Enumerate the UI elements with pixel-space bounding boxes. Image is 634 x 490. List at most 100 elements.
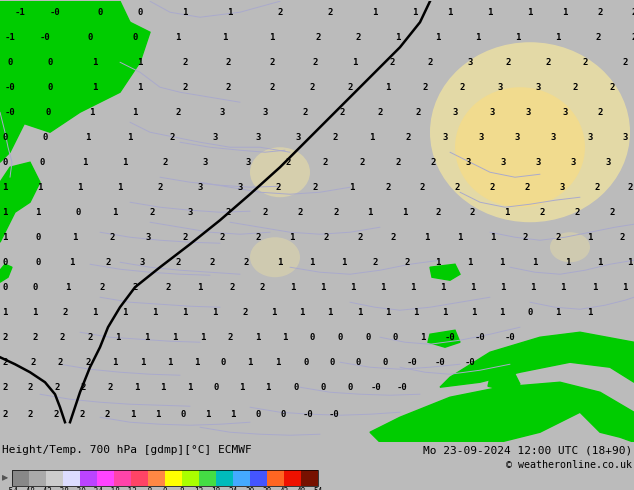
Text: 3: 3 [465, 158, 470, 167]
Text: 1: 1 [320, 283, 326, 292]
Text: 2: 2 [522, 233, 527, 242]
Text: 0: 0 [39, 158, 44, 167]
Text: 2: 2 [627, 183, 633, 192]
Text: 0: 0 [365, 333, 371, 342]
Text: 2: 2 [228, 333, 233, 342]
Text: 1: 1 [555, 308, 560, 317]
Text: 3: 3 [467, 58, 473, 67]
Text: 2: 2 [165, 283, 171, 292]
Text: 2: 2 [427, 58, 432, 67]
Polygon shape [428, 330, 460, 347]
Text: 1: 1 [167, 358, 172, 367]
Bar [12, 470, 318, 486]
Text: 1: 1 [289, 233, 295, 242]
Text: 1: 1 [122, 158, 127, 167]
Text: 0: 0 [303, 358, 309, 367]
Text: 42: 42 [280, 488, 288, 490]
Text: 3: 3 [452, 108, 458, 117]
Text: 0: 0 [180, 410, 186, 419]
Text: 1: 1 [277, 258, 283, 267]
Text: 2: 2 [86, 358, 91, 367]
Text: 1: 1 [424, 233, 430, 242]
Text: 2: 2 [269, 83, 275, 92]
Text: 2: 2 [285, 158, 290, 167]
Text: 3: 3 [212, 133, 217, 142]
Text: 0: 0 [337, 333, 343, 342]
Text: 1: 1 [420, 333, 425, 342]
Text: 3: 3 [497, 83, 503, 92]
Text: -0: -0 [505, 333, 515, 342]
Polygon shape [0, 1, 90, 72]
Text: 1: 1 [122, 308, 127, 317]
Text: 2: 2 [631, 33, 634, 42]
Text: 1: 1 [230, 410, 236, 419]
Text: 1: 1 [133, 108, 138, 117]
Text: 2: 2 [347, 83, 353, 92]
Text: 2: 2 [332, 133, 338, 142]
Text: 0: 0 [213, 383, 219, 392]
Text: 1: 1 [587, 308, 593, 317]
Text: 1: 1 [176, 33, 181, 42]
Text: -0: -0 [406, 358, 417, 367]
Text: 2: 2 [555, 233, 560, 242]
Text: 3: 3 [605, 158, 611, 167]
Text: 2: 2 [176, 108, 181, 117]
Text: 0: 0 [75, 208, 81, 217]
Text: 1: 1 [410, 283, 416, 292]
Text: 0: 0 [8, 58, 13, 67]
Text: 1: 1 [500, 258, 505, 267]
Text: Mo 23-09-2024 12:00 UTC (18+90): Mo 23-09-2024 12:00 UTC (18+90) [423, 445, 632, 456]
Text: 3: 3 [587, 133, 593, 142]
Text: 1: 1 [112, 208, 118, 217]
Text: 2: 2 [359, 158, 365, 167]
Text: 1: 1 [200, 333, 205, 342]
Text: 1: 1 [134, 383, 139, 392]
Text: 2: 2 [573, 83, 578, 92]
Text: 2: 2 [150, 208, 155, 217]
Text: 1: 1 [269, 33, 275, 42]
Text: 2: 2 [100, 283, 105, 292]
Text: 1: 1 [117, 183, 123, 192]
Text: 1: 1 [627, 258, 633, 267]
Text: 1: 1 [471, 308, 477, 317]
Text: 0: 0 [329, 358, 335, 367]
Text: 1: 1 [592, 283, 598, 292]
Text: 1: 1 [282, 333, 288, 342]
Text: 1: 1 [370, 133, 375, 142]
Text: 1: 1 [457, 233, 463, 242]
Text: 48: 48 [296, 488, 306, 490]
Text: -0: -0 [4, 108, 15, 117]
Text: 0: 0 [163, 488, 167, 490]
Text: 2: 2 [358, 233, 363, 242]
Text: 3: 3 [514, 133, 520, 142]
Text: -1: -1 [4, 33, 15, 42]
Text: 3: 3 [478, 133, 484, 142]
Text: 1: 1 [69, 258, 75, 267]
Text: 2: 2 [183, 58, 188, 67]
Text: 1: 1 [36, 208, 41, 217]
Text: 0: 0 [138, 8, 143, 17]
Text: 1: 1 [145, 333, 150, 342]
Text: 1: 1 [93, 83, 98, 92]
Text: 3: 3 [623, 133, 628, 142]
Bar [250, 470, 267, 486]
Text: 1: 1 [183, 8, 188, 17]
Text: 1: 1 [138, 83, 143, 92]
Text: 3: 3 [535, 158, 541, 167]
Text: 1: 1 [448, 8, 453, 17]
Text: 1: 1 [440, 283, 446, 292]
Text: 1: 1 [256, 333, 261, 342]
Text: 2: 2 [105, 258, 111, 267]
Text: 1: 1 [3, 233, 8, 242]
Bar [97, 470, 114, 486]
Text: 2: 2 [609, 208, 615, 217]
Text: 1: 1 [413, 308, 418, 317]
Text: 1: 1 [367, 208, 373, 217]
Text: 2: 2 [242, 308, 248, 317]
Text: 2: 2 [609, 83, 615, 92]
Text: 0: 0 [294, 383, 299, 392]
Text: 3: 3 [500, 158, 506, 167]
Text: -0: -0 [39, 33, 50, 42]
Text: 3: 3 [256, 133, 261, 142]
Text: 0: 0 [3, 158, 8, 167]
